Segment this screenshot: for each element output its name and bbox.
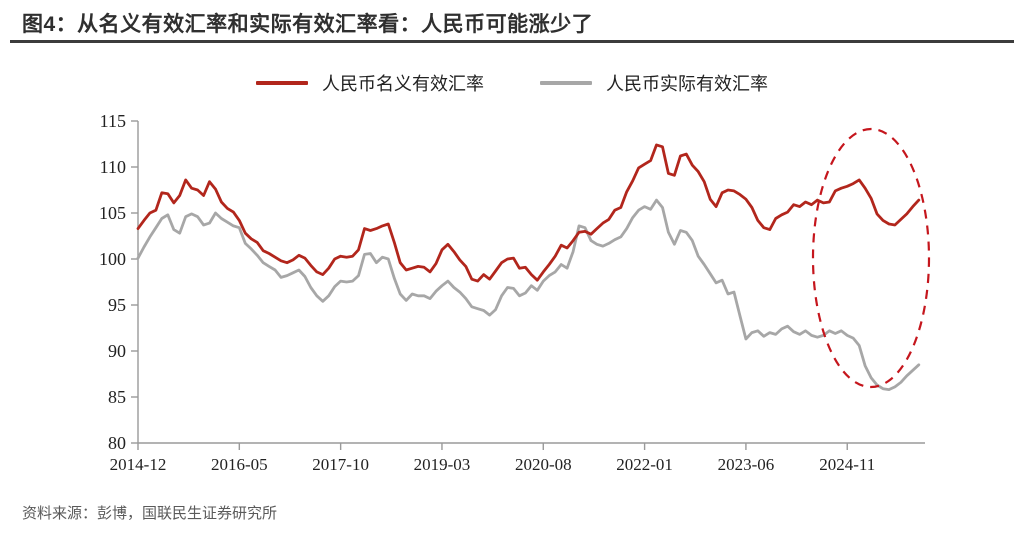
- highlight-ellipse-annotation: [811, 127, 931, 389]
- y-axis-tick-label: 85: [108, 387, 126, 407]
- neer-series-line: [136, 143, 921, 283]
- y-axis-tick-label: 90: [108, 341, 126, 361]
- y-axis-tick-label: 100: [99, 249, 126, 269]
- y-axis-tick-label: 110: [100, 157, 126, 177]
- legend-label-reer: 人民币实际有效汇率: [606, 74, 768, 94]
- data-source-note: 资料来源：彭博，国联民生证券研究所: [22, 505, 278, 522]
- x-axis-tick-label: 2023-06: [718, 455, 775, 474]
- y-axis-tick-label: 95: [108, 295, 126, 315]
- x-axis-tick-label: 2014-12: [110, 455, 167, 474]
- legend-label-neer: 人民币名义有效汇率: [322, 74, 484, 94]
- x-axis-tick-label: 2020-08: [515, 455, 572, 474]
- x-axis-tick-label: 2016-05: [211, 455, 268, 474]
- legend-item-reer: 人民币实际有效汇率: [540, 70, 768, 96]
- x-axis-tick-label: 2017-10: [312, 455, 369, 474]
- x-axis-tick-label: 2024-11: [819, 455, 875, 474]
- legend-item-neer: 人民币名义有效汇率: [256, 70, 484, 96]
- axis-lines: [137, 121, 925, 444]
- x-axis-tick-label: 2022-01: [616, 455, 673, 474]
- title-underline-divider: [10, 40, 1014, 43]
- y-axis-tick-label: 80: [108, 433, 126, 453]
- reer-series-line: [136, 198, 921, 392]
- y-axis-tick-label: 105: [99, 203, 126, 223]
- x-axis-tick-label: 2019-03: [414, 455, 471, 474]
- neer-line-swatch-icon: [256, 81, 308, 85]
- chart-legend: 人民币名义有效汇率 人民币实际有效汇率: [0, 70, 1024, 96]
- reer-line-swatch-icon: [540, 81, 592, 85]
- figure-title: 图4：从名义有效汇率和实际有效汇率看：人民币可能涨少了: [22, 13, 594, 36]
- y-axis-tick-label: 115: [100, 111, 126, 131]
